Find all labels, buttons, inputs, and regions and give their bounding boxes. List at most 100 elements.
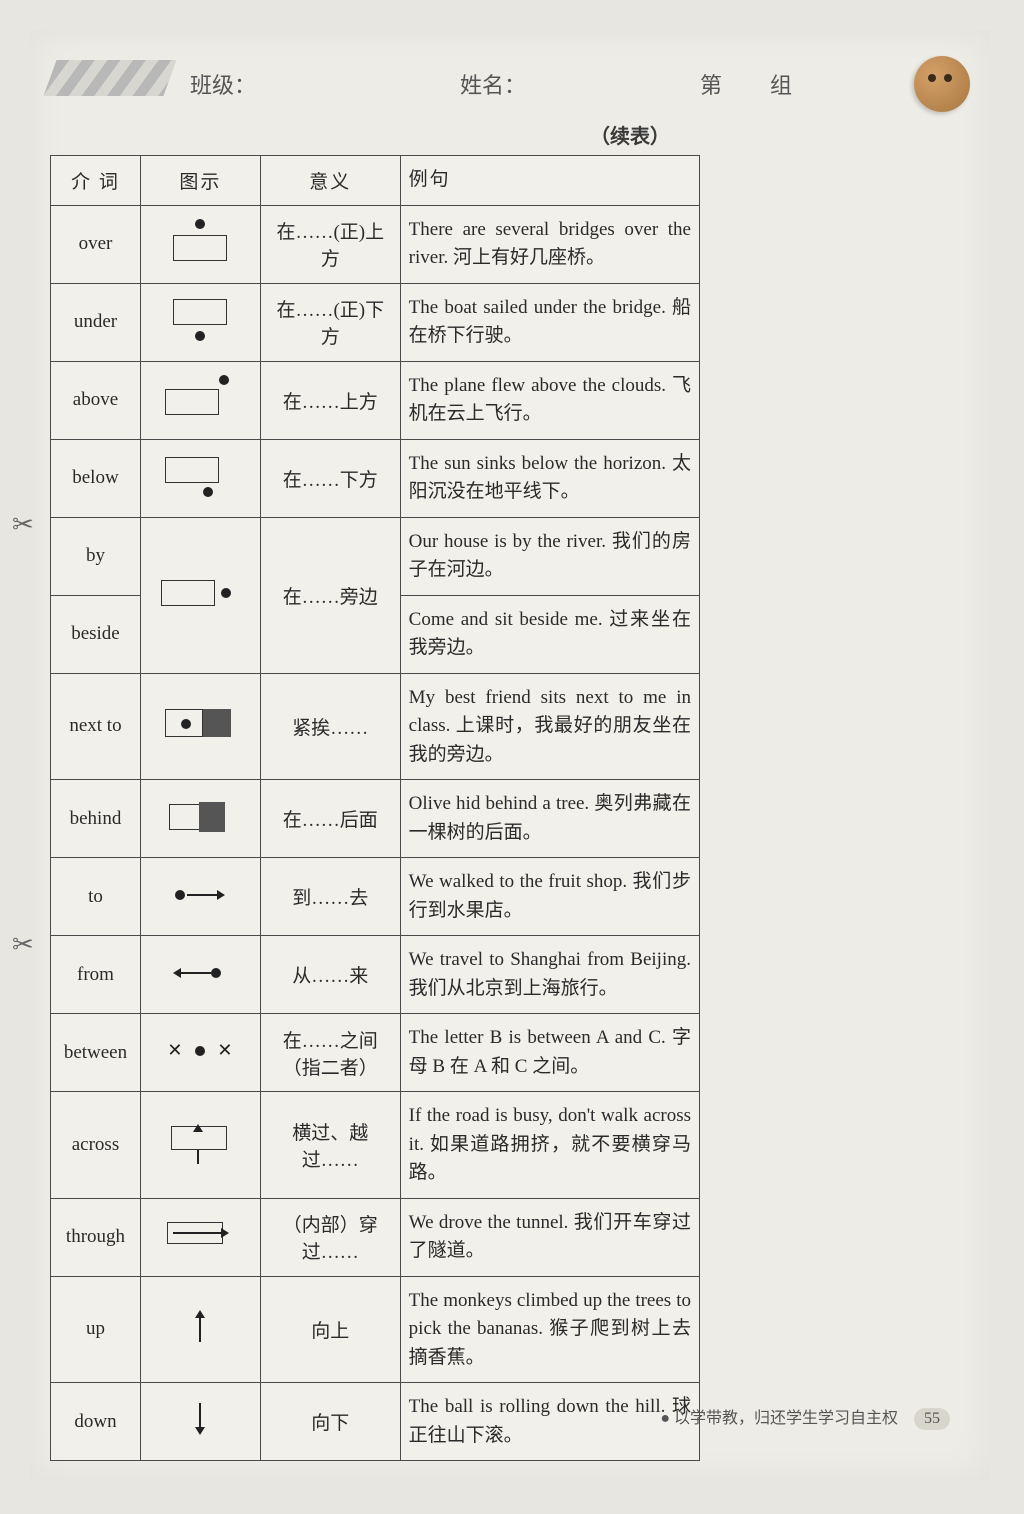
meaning-cell: 在……之间（指二者） <box>260 1014 400 1092</box>
diagram-below <box>155 453 245 497</box>
table-row: by 在……旁边 Our house is by the river. 我们的房… <box>51 517 700 595</box>
footer-text: 以学带教，归还学生学习自主权 <box>674 1410 898 1427</box>
prep-cell: up <box>51 1276 141 1383</box>
example-cell: The letter B is between A and C. 字母 B 在 … <box>400 1014 699 1092</box>
table-row: through （内部）穿过…… We drove the tunnel. 我们… <box>51 1198 700 1276</box>
diagram-nextto <box>155 701 245 745</box>
meaning-cell: 从……来 <box>260 936 400 1014</box>
preposition-table: 介 词 图示 意义 例句 over 在……(正)上方 There are sev… <box>50 155 700 1461</box>
diagram-over <box>155 219 245 263</box>
diagram-down <box>155 1397 245 1441</box>
col-preposition: 介 词 <box>51 156 141 206</box>
meaning-cell: 到……去 <box>260 858 400 936</box>
example-cell: There are several bridges over the river… <box>400 205 699 283</box>
page-number: 55 <box>914 1408 950 1430</box>
diagram-cell: ✕ ✕ <box>140 1014 260 1092</box>
diagram-up <box>155 1304 245 1348</box>
example-cell: The boat sailed under the bridge. 船在桥下行驶… <box>400 283 699 361</box>
prep-cell: by <box>51 517 141 595</box>
col-meaning: 意义 <box>260 156 400 206</box>
diagram-behind <box>155 794 245 838</box>
prep-cell: above <box>51 361 141 439</box>
example-cell: The ball is rolling down the hill. 球正往山下… <box>400 1383 699 1461</box>
example-cell: Come and sit beside me. 过来坐在我旁边。 <box>400 595 699 673</box>
meaning-cell: 在……旁边 <box>260 517 400 673</box>
prep-cell: down <box>51 1383 141 1461</box>
continued-label: （续表） <box>30 120 990 149</box>
diagram-cell <box>140 439 260 517</box>
diagram-from <box>155 950 245 994</box>
diagram-cell <box>140 1198 260 1276</box>
meaning-cell: （内部）穿过…… <box>260 1198 400 1276</box>
table-row: next to 紧挨…… My best friend sits next to… <box>51 673 700 780</box>
prep-cell: from <box>51 936 141 1014</box>
diagram-to <box>155 872 245 916</box>
diagram-cell <box>140 936 260 1014</box>
diagram-cell <box>140 1383 260 1461</box>
example-cell: If the road is busy, don't walk across i… <box>400 1092 699 1199</box>
prep-cell: to <box>51 858 141 936</box>
group-prefix: 第 <box>700 68 722 100</box>
prep-cell: over <box>51 205 141 283</box>
prep-cell: under <box>51 283 141 361</box>
diagram-cell <box>140 780 260 858</box>
table-row: across 横过、越过…… If the road is busy, don'… <box>51 1092 700 1199</box>
footer-bullet-icon: ● <box>660 1410 670 1427</box>
example-cell: We drove the tunnel. 我们开车穿过了隧道。 <box>400 1198 699 1276</box>
example-cell: The monkeys climbed up the trees to pick… <box>400 1276 699 1383</box>
meaning-cell: 向下 <box>260 1383 400 1461</box>
example-cell: We travel to Shanghai from Beijing. 我们从北… <box>400 936 699 1014</box>
meaning-cell: 在……上方 <box>260 361 400 439</box>
header-bar: 班级： 姓名： 第 组 <box>30 50 990 120</box>
prep-cell: below <box>51 439 141 517</box>
table-header-row: 介 词 图示 意义 例句 <box>51 156 700 206</box>
diagram-across <box>155 1120 245 1164</box>
prep-cell: beside <box>51 595 141 673</box>
meaning-cell: 紧挨…… <box>260 673 400 780</box>
diagram-beside <box>155 570 245 614</box>
diagram-cell <box>140 205 260 283</box>
prep-cell: behind <box>51 780 141 858</box>
meaning-cell: 在……后面 <box>260 780 400 858</box>
example-cell: The plane flew above the clouds. 飞机在云上飞行… <box>400 361 699 439</box>
diagram-under <box>155 297 245 341</box>
table-row: under 在……(正)下方 The boat sailed under the… <box>51 283 700 361</box>
diagram-between: ✕ ✕ <box>155 1028 245 1072</box>
meaning-cell: 在……(正)上方 <box>260 205 400 283</box>
col-example: 例句 <box>400 156 699 206</box>
table-row: to 到……去 We walked to the fruit shop. 我们步… <box>51 858 700 936</box>
prep-cell: through <box>51 1198 141 1276</box>
scissors-icon: ✂ <box>12 510 34 540</box>
diagram-cell <box>140 361 260 439</box>
prep-cell: between <box>51 1014 141 1092</box>
footer: ● 以学带教，归还学生学习自主权 55 <box>660 1404 950 1430</box>
table-row: behind 在……后面 Olive hid behind a tree. 奥列… <box>51 780 700 858</box>
table-row: over 在……(正)上方 There are several bridges … <box>51 205 700 283</box>
page: 班级： 姓名： 第 组 （续表） ✂ ✂ 介 词 图示 意义 例句 over 在… <box>30 30 990 1480</box>
table-row: from 从……来 We travel to Shanghai from Bei… <box>51 936 700 1014</box>
diagram-through <box>155 1212 245 1256</box>
meaning-cell: 向上 <box>260 1276 400 1383</box>
table-row: above 在……上方 The plane flew above the clo… <box>51 361 700 439</box>
table-row: up 向上 The monkeys climbed up the trees t… <box>51 1276 700 1383</box>
prep-cell: next to <box>51 673 141 780</box>
prep-cell: across <box>51 1092 141 1199</box>
example-cell: We walked to the fruit shop. 我们步行到水果店。 <box>400 858 699 936</box>
diagram-cell <box>140 283 260 361</box>
meaning-cell: 横过、越过…… <box>260 1092 400 1199</box>
diagram-cell <box>140 673 260 780</box>
header-stripes-icon <box>43 60 176 96</box>
diagram-cell <box>140 1276 260 1383</box>
name-label: 姓名： <box>460 68 526 100</box>
class-label: 班级： <box>190 68 256 100</box>
meaning-cell: 在……(正)下方 <box>260 283 400 361</box>
table-row: below 在……下方 The sun sinks below the hori… <box>51 439 700 517</box>
scissors-icon: ✂ <box>12 930 34 960</box>
table-row: down 向下 The ball is rolling down the hil… <box>51 1383 700 1461</box>
example-cell: My best friend sits next to me in class.… <box>400 673 699 780</box>
diagram-cell <box>140 858 260 936</box>
diagram-cell <box>140 517 260 673</box>
meaning-cell: 在……下方 <box>260 439 400 517</box>
diagram-above <box>155 375 245 419</box>
mascot-icon <box>914 56 970 112</box>
